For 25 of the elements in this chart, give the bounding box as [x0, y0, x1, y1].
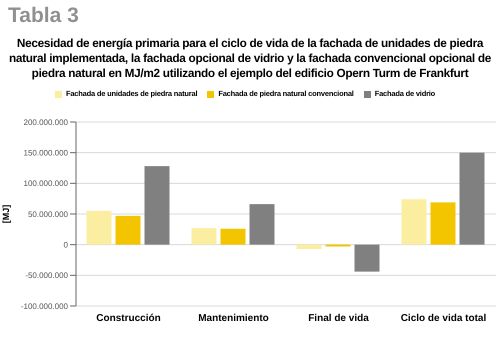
y-tick-label: 50.000.000 [28, 210, 69, 219]
bar [144, 166, 170, 245]
bar [296, 244, 322, 249]
bar [460, 152, 484, 245]
bar [220, 228, 246, 245]
y-tick-label: 0 [64, 240, 69, 250]
bar [354, 244, 380, 272]
bar [116, 216, 140, 245]
bar [430, 202, 456, 245]
x-tick-label: Construcción [96, 313, 161, 324]
y-axis-title: [MJ] [1, 204, 12, 224]
bar [192, 228, 216, 245]
text: Tabla 3 [8, 4, 79, 28]
y-tick-label: -50.000.000 [25, 271, 69, 280]
bar [250, 204, 274, 245]
bar [402, 199, 426, 245]
y-tick-label: 200.000.000 [24, 118, 69, 127]
x-tick-label: Mantenimiento [198, 313, 269, 324]
chart-title: Necesidad de energía primaria para el ciclo de vida de la fachada de unidades de piedra natural implementada, la fachada opcional de vidrio y la fachada convencional opcional de piedra natural en MJ/m2 utilizando el ejemplo del edificio Opern Turm de Frankfurt [8, 36, 492, 81]
y-tick-label: -100.000.000 [20, 302, 69, 311]
y-tick-label: 150.000.000 [24, 148, 69, 158]
y-tick-label: 100.000.000 [24, 179, 69, 188]
bar [86, 210, 112, 245]
x-tick-label: Final de vida [308, 313, 370, 324]
x-tick-label: Ciclo de vida total [400, 313, 487, 324]
